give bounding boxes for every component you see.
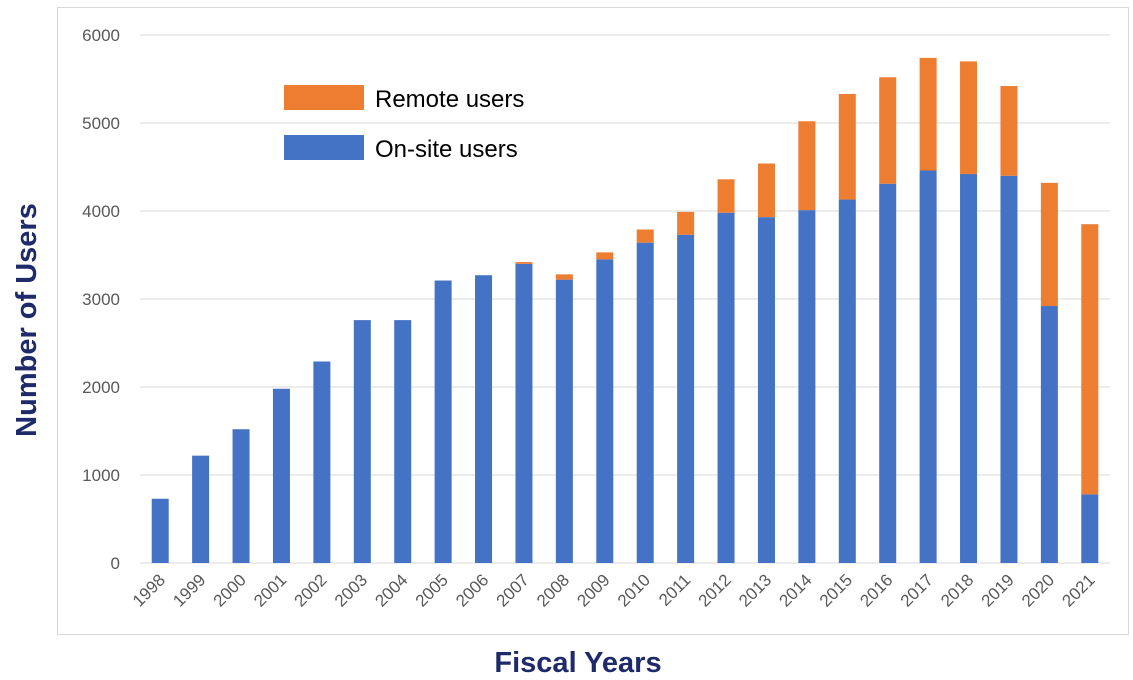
x-tick-label: 2009	[573, 570, 613, 610]
bar-remote-users-2021	[1081, 224, 1099, 495]
bar-remote-users-2019	[1000, 86, 1018, 176]
x-tick-label: 1999	[169, 570, 209, 610]
x-tick-label: 2018	[937, 570, 977, 610]
bar-on-site-users-2005	[434, 280, 452, 563]
x-axis-label: Fiscal Years	[494, 647, 661, 679]
x-tick-label: 2016	[856, 570, 896, 610]
bar-on-site-users-2014	[798, 210, 816, 563]
bar-on-site-users-2013	[757, 217, 775, 563]
x-tick-label: 2003	[331, 570, 371, 610]
bar-remote-users-2014	[798, 121, 816, 211]
y-tick-label: 3000	[82, 290, 120, 309]
bar-on-site-users-2010	[636, 242, 654, 563]
x-tick-label: 2013	[735, 570, 775, 610]
bar-remote-users-2015	[838, 93, 856, 200]
bar-on-site-users-1998	[151, 498, 169, 563]
bar-on-site-users-2009	[596, 259, 614, 563]
bar-remote-users-2018	[960, 61, 978, 175]
y-tick-label: 4000	[82, 202, 120, 221]
x-tick-label: 2021	[1058, 570, 1098, 610]
y-axis-ticks: 0 1000 2000 3000 4000 5000 6000	[82, 26, 120, 573]
bar-on-site-users-2021	[1081, 494, 1099, 563]
bar-on-site-users-2019	[1000, 175, 1018, 564]
bar-on-site-users-2003	[353, 320, 371, 563]
bar-on-site-users-2006	[475, 275, 493, 563]
x-tick-label: 2020	[1018, 570, 1058, 610]
x-tick-label: 2007	[493, 570, 533, 610]
bar-on-site-users-2015	[838, 199, 856, 563]
x-tick-label: 1998	[129, 570, 169, 610]
bar-remote-users-2017	[919, 57, 937, 171]
x-axis-ticks: 1998 1999 2000 2001 2002 2003 2004 2005 2006 2007…	[129, 570, 1099, 610]
x-tick-label: 2012	[695, 570, 735, 610]
legend-label-remote-users: Remote users	[375, 86, 524, 113]
legend-swatch-remote-users	[284, 85, 364, 110]
x-tick-label: 2011	[655, 570, 694, 609]
y-axis-label: Number of Users	[11, 203, 43, 437]
x-tick-label: 2005	[412, 570, 452, 610]
x-tick-label: 2004	[371, 570, 411, 610]
bar-remote-users-2009	[596, 252, 614, 260]
bar-on-site-users-2007	[515, 263, 533, 563]
x-tick-label: 2010	[614, 570, 654, 610]
bar-on-site-users-2017	[919, 170, 937, 563]
bar-on-site-users-2004	[394, 320, 412, 563]
x-tick-label: 2001	[250, 570, 290, 610]
bar-remote-users-2010	[636, 229, 654, 243]
x-tick-label: 2014	[776, 570, 816, 610]
bar-remote-users-2011	[677, 211, 695, 235]
bar-remote-users-2016	[879, 77, 897, 184]
x-tick-label: 2017	[897, 570, 937, 610]
chart-frame	[57, 7, 1129, 635]
bar-on-site-users-2000	[232, 429, 250, 563]
x-tick-label: 2015	[816, 570, 856, 610]
x-tick-label: 2008	[533, 570, 573, 610]
bar-on-site-users-1999	[192, 455, 210, 563]
bar-on-site-users-2008	[555, 279, 573, 563]
bar-on-site-users-2011	[677, 234, 695, 563]
y-tick-label: 0	[111, 554, 120, 573]
x-tick-label: 2019	[978, 570, 1018, 610]
bars	[151, 57, 1099, 564]
bar-on-site-users-2018	[960, 174, 978, 564]
bar-remote-users-2012	[717, 179, 735, 213]
bar-on-site-users-2016	[879, 183, 897, 563]
x-tick-label: 2000	[210, 570, 250, 610]
legend: Remote users On-site users	[284, 85, 524, 163]
y-tick-label: 6000	[82, 26, 120, 45]
y-tick-label: 1000	[82, 466, 120, 485]
bar-on-site-users-2001	[272, 388, 290, 563]
y-tick-label: 2000	[82, 378, 120, 397]
x-tick-label: 2002	[291, 570, 331, 610]
bar-on-site-users-2012	[717, 212, 735, 563]
bar-remote-users-2020	[1040, 182, 1058, 307]
gridlines	[140, 34, 1110, 564]
bar-remote-users-2007	[515, 262, 533, 264]
y-tick-label: 5000	[82, 114, 120, 133]
bar-on-site-users-2002	[313, 361, 331, 563]
bar-on-site-users-2020	[1040, 306, 1058, 563]
bar-remote-users-2013	[757, 163, 775, 218]
legend-swatch-on-site-users	[284, 135, 364, 160]
bar-remote-users-2008	[555, 274, 573, 280]
x-tick-label: 2006	[452, 570, 492, 610]
legend-label-on-site-users: On-site users	[375, 136, 518, 163]
